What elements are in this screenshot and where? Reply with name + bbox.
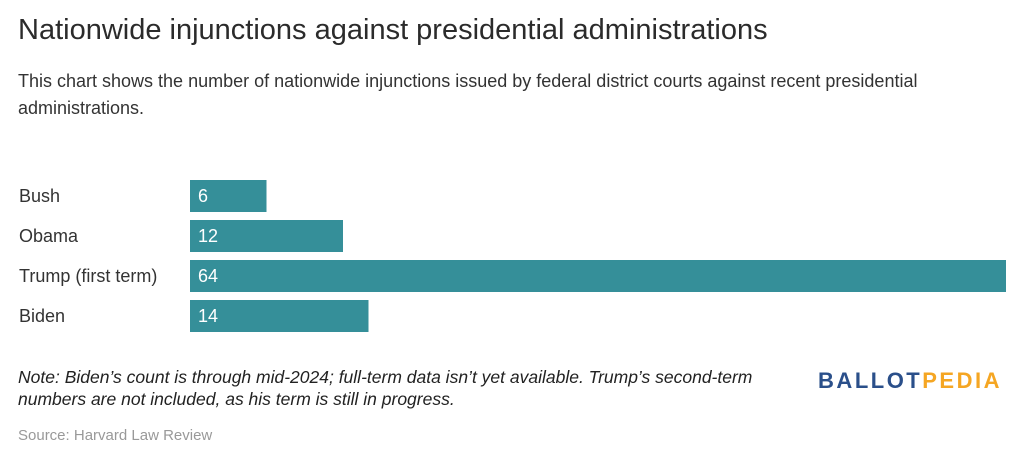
category-label-biden: Biden <box>19 306 65 326</box>
bar-biden <box>190 300 369 332</box>
category-label-trump-first-term: Trump (first term) <box>19 266 157 286</box>
bar-trump-first-term <box>190 260 1006 292</box>
logo-part-ballot: BALLOT <box>818 368 923 393</box>
chart-subtitle: This chart shows the number of nationwid… <box>18 71 918 118</box>
value-label-obama: 12 <box>198 226 218 246</box>
value-label-biden: 14 <box>198 306 218 326</box>
value-label-trump-first-term: 64 <box>198 266 218 286</box>
bar-bush <box>190 180 267 212</box>
category-label-obama: Obama <box>19 226 79 246</box>
chart-title: Nationwide injunctions against president… <box>18 14 768 46</box>
value-label-bush: 6 <box>198 186 208 206</box>
chart-source: Source: Harvard Law Review <box>18 427 213 444</box>
bar-obama <box>190 220 343 252</box>
bar-chart: Bush 6 Obama 12 Trump (first term) 64 Biden 14 <box>19 180 1006 332</box>
chart-note: Note: Biden’s count is through mid-2024;… <box>18 367 753 409</box>
category-label-bush: Bush <box>19 186 60 206</box>
ballotpedia-logo: BALLOTPEDIA <box>818 368 1002 394</box>
logo-part-pedia: PEDIA <box>922 368 1002 393</box>
